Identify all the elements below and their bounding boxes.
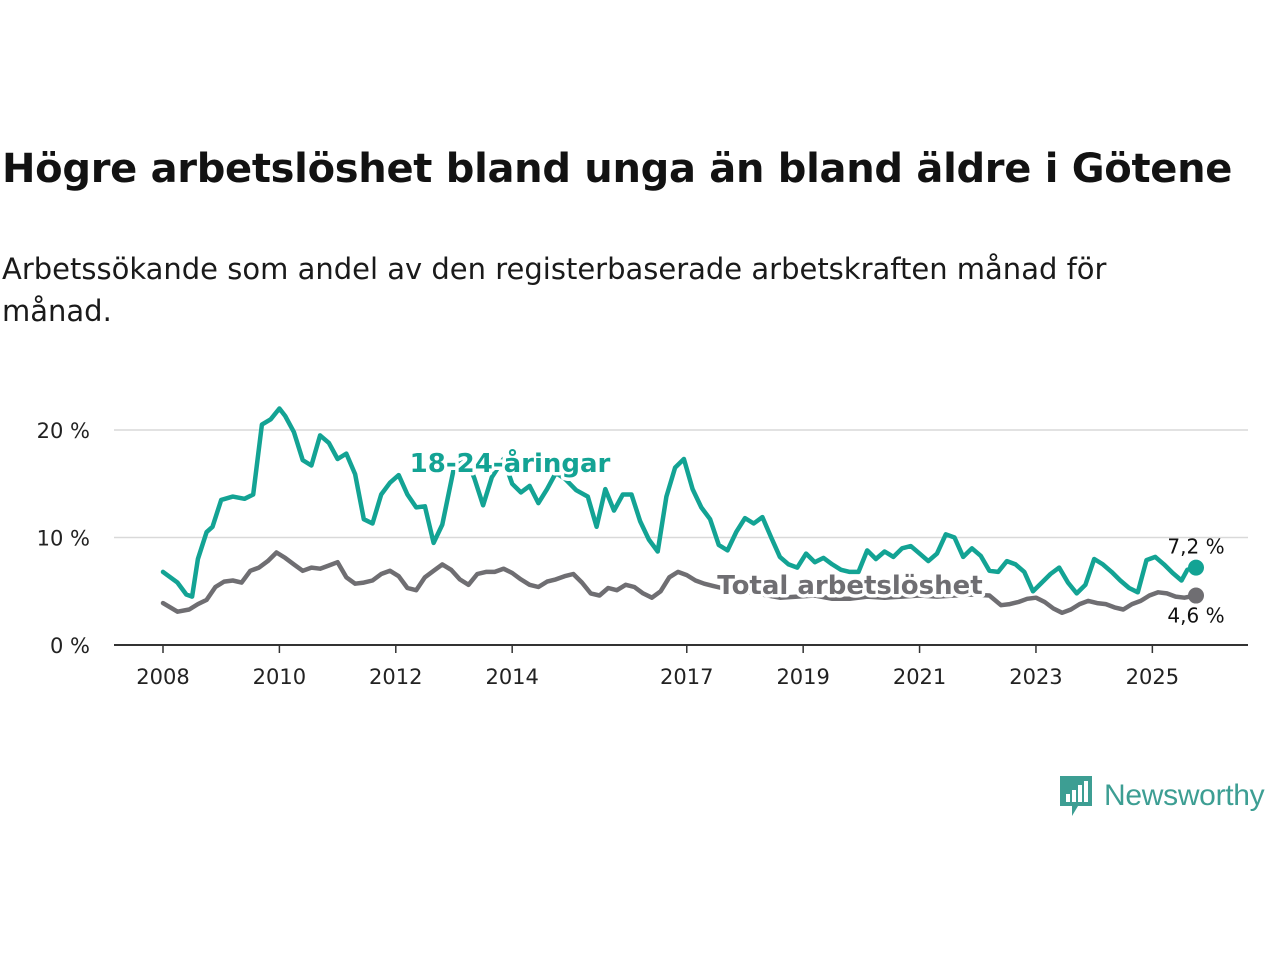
x-tick-label: 2019 bbox=[776, 665, 829, 689]
y-tick-label: 10 % bbox=[37, 527, 90, 551]
series-label-18-24: 18-24-åringar bbox=[410, 447, 611, 479]
x-tick-label: 2025 bbox=[1126, 665, 1179, 689]
end-point-18-24 bbox=[1188, 559, 1204, 576]
series-line-18-24 bbox=[160, 406, 1199, 599]
newsworthy-logo-icon bbox=[1060, 776, 1092, 816]
brand-name: Newsworthy bbox=[1104, 779, 1265, 812]
x-tick-label: 2008 bbox=[136, 665, 189, 689]
y-tick-label: 20 % bbox=[37, 419, 90, 443]
x-tick-label: 2023 bbox=[1009, 665, 1062, 689]
end-point-total bbox=[1188, 587, 1204, 604]
y-tick-label: 0 % bbox=[50, 634, 90, 658]
y-axis-ticks: 0 % 10 % 20 % bbox=[37, 419, 90, 658]
series-lines bbox=[160, 406, 1204, 616]
series-label-total: Total arbetslöshet bbox=[717, 571, 982, 601]
x-tick-label: 2010 bbox=[253, 665, 306, 689]
series-line-total bbox=[160, 550, 1199, 616]
chart-subtitle: Arbetssökande som andel av den registerb… bbox=[2, 252, 1107, 328]
x-axis: 2008 2010 2012 2014 2017 2019 2021 2023 2025 bbox=[114, 644, 1248, 689]
end-label-18-24: 7,2 % bbox=[1167, 535, 1224, 559]
x-tick-label: 2017 bbox=[660, 665, 713, 689]
newsworthy-logo: Newsworthy bbox=[1058, 774, 1265, 818]
x-tick-label: 2021 bbox=[893, 665, 946, 689]
chart-title: Högre arbetslöshet bland unga än bland ä… bbox=[2, 146, 1233, 192]
end-label-total: 4,6 % bbox=[1167, 604, 1224, 628]
x-tick-label: 2012 bbox=[369, 665, 422, 689]
gridlines bbox=[114, 429, 1248, 539]
x-tick-label: 2014 bbox=[485, 665, 538, 689]
series-labels: 7,2 % 4,6 % 18-24-åringar Total arbetslöshe… bbox=[406, 444, 1224, 628]
